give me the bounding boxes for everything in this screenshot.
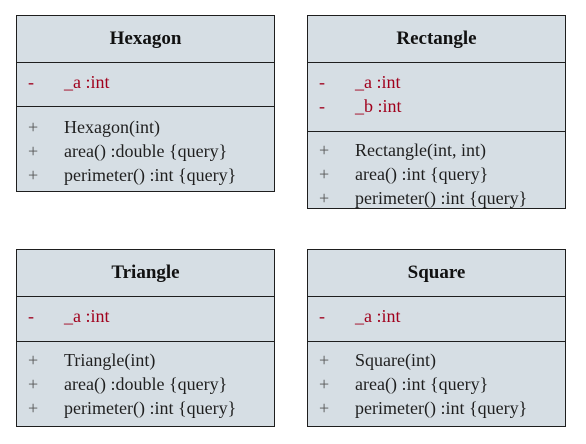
attribute-visibility: - bbox=[319, 96, 325, 116]
attribute-visibility: - bbox=[28, 72, 34, 92]
class-name: Hexagon bbox=[17, 16, 274, 63]
operation-row: + perimeter() :int {query} bbox=[308, 186, 565, 210]
operation-row: + perimeter() :int {query} bbox=[17, 163, 274, 187]
operation-row: + area() :int {query} bbox=[308, 162, 565, 186]
operation-row: + Rectangle(int, int) bbox=[308, 138, 565, 162]
attribute-visibility: - bbox=[319, 72, 325, 92]
operation-row: + perimeter() :int {query} bbox=[308, 396, 565, 420]
class-hexagon: Hexagon - _a :int + Hexagon(int) + area(… bbox=[16, 15, 275, 192]
operation-visibility: + bbox=[28, 117, 39, 137]
class-name: Square bbox=[308, 250, 565, 297]
operations-compartment: + Rectangle(int, int) + area() :int {que… bbox=[308, 132, 565, 208]
attribute-row: - _b :int bbox=[308, 94, 565, 118]
operation-text: area() :double {query} bbox=[64, 141, 228, 161]
attribute-text: _a :int bbox=[64, 72, 110, 92]
operation-visibility: + bbox=[28, 374, 39, 394]
operation-row: + area() :int {query} bbox=[308, 372, 565, 396]
operation-visibility: + bbox=[28, 350, 39, 370]
operation-row: + perimeter() :int {query} bbox=[17, 396, 274, 420]
attribute-visibility: - bbox=[319, 306, 325, 326]
class-rectangle: Rectangle - _a :int - _b :int + Rectangl… bbox=[307, 15, 566, 209]
operation-visibility: + bbox=[319, 374, 330, 394]
class-name: Rectangle bbox=[308, 16, 565, 63]
operations-compartment: + Square(int) + area() :int {query} + pe… bbox=[308, 342, 565, 426]
attribute-text: _a :int bbox=[64, 306, 110, 326]
operation-text: perimeter() :int {query} bbox=[355, 398, 528, 418]
operation-row: + area() :double {query} bbox=[17, 139, 274, 163]
operation-text: area() :double {query} bbox=[64, 374, 228, 394]
attribute-text: _a :int bbox=[355, 72, 401, 92]
attribute-row: - _a :int bbox=[308, 304, 565, 328]
attributes-compartment: - _a :int - _b :int bbox=[308, 63, 565, 132]
operation-row: + Square(int) bbox=[308, 348, 565, 372]
operation-text: Hexagon(int) bbox=[64, 117, 160, 137]
operation-visibility: + bbox=[319, 398, 330, 418]
attribute-row: - _a :int bbox=[308, 70, 565, 94]
class-triangle: Triangle - _a :int + Triangle(int) + are… bbox=[16, 249, 275, 427]
attribute-row: - _a :int bbox=[17, 304, 274, 328]
operation-text: area() :int {query} bbox=[355, 374, 489, 394]
operation-text: perimeter() :int {query} bbox=[64, 398, 237, 418]
operations-compartment: + Hexagon(int) + area() :double {query} … bbox=[17, 107, 274, 191]
operation-visibility: + bbox=[319, 350, 330, 370]
operation-visibility: + bbox=[319, 140, 330, 160]
operation-visibility: + bbox=[28, 165, 39, 185]
operation-visibility: + bbox=[28, 141, 39, 161]
operation-text: Rectangle(int, int) bbox=[355, 140, 486, 160]
operation-row: + area() :double {query} bbox=[17, 372, 274, 396]
class-square: Square - _a :int + Square(int) + area() … bbox=[307, 249, 566, 427]
operation-text: Triangle(int) bbox=[64, 350, 156, 370]
attributes-compartment: - _a :int bbox=[308, 297, 565, 342]
attribute-text: _b :int bbox=[355, 96, 402, 116]
operation-text: perimeter() :int {query} bbox=[355, 188, 528, 208]
operation-row: + Triangle(int) bbox=[17, 348, 274, 372]
attributes-compartment: - _a :int bbox=[17, 63, 274, 107]
operation-visibility: + bbox=[28, 398, 39, 418]
class-name: Triangle bbox=[17, 250, 274, 297]
operation-visibility: + bbox=[319, 164, 330, 184]
attribute-row: - _a :int bbox=[17, 70, 274, 94]
attribute-text: _a :int bbox=[355, 306, 401, 326]
operations-compartment: + Triangle(int) + area() :double {query}… bbox=[17, 342, 274, 426]
operation-text: Square(int) bbox=[355, 350, 436, 370]
operation-visibility: + bbox=[319, 188, 330, 208]
operation-text: area() :int {query} bbox=[355, 164, 489, 184]
attribute-visibility: - bbox=[28, 306, 34, 326]
attributes-compartment: - _a :int bbox=[17, 297, 274, 342]
operation-text: perimeter() :int {query} bbox=[64, 165, 237, 185]
operation-row: + Hexagon(int) bbox=[17, 115, 274, 139]
